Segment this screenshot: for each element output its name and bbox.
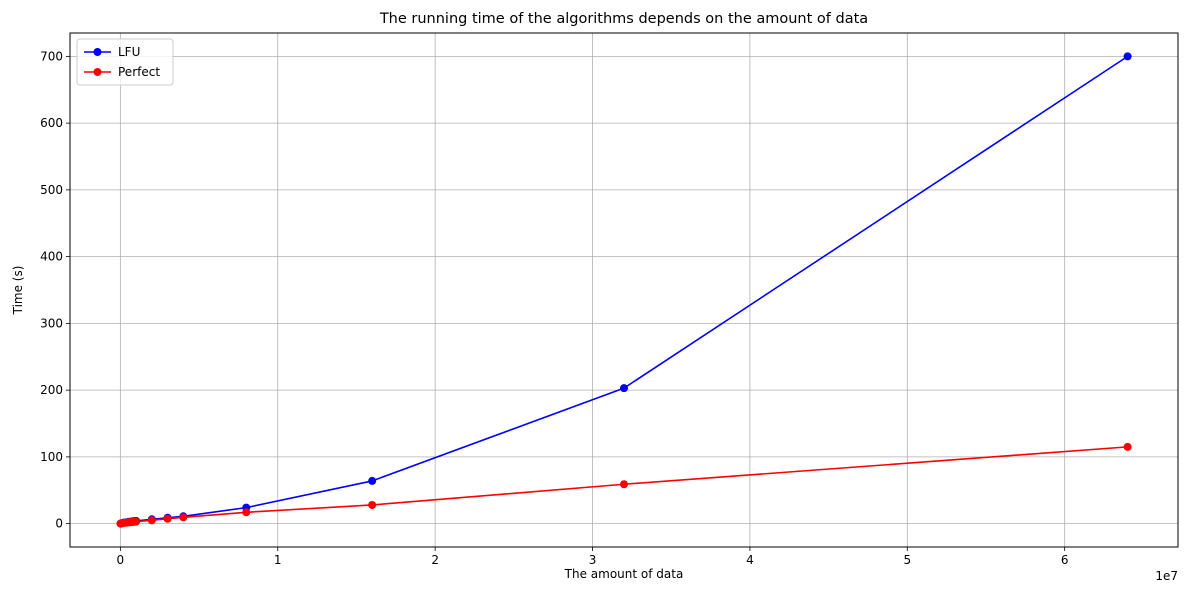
legend-label-perfect: Perfect [118, 65, 160, 79]
y-tick-label: 600 [40, 116, 63, 130]
legend-label-lfu: LFU [118, 45, 140, 59]
y-tick-label: 300 [40, 316, 63, 330]
ticks: 0 1 2 3 4 5 6 0 100 200 300 400 500 600 700 [40, 49, 1068, 567]
y-tick-label: 400 [40, 250, 63, 264]
data-point-perfect [242, 508, 251, 517]
x-tick-label: 3 [589, 553, 597, 567]
x-tick-label: 1 [274, 553, 282, 567]
x-tick-label: 5 [903, 553, 911, 567]
plot-frame [69, 32, 1179, 548]
x-tick-label: 0 [117, 553, 125, 567]
series-layer [116, 52, 1132, 528]
grid [70, 33, 1178, 547]
data-point-lfu [368, 476, 377, 485]
y-tick-label: 100 [40, 450, 63, 464]
series-line-lfu [120, 55, 1129, 525]
y-tick-label: 200 [40, 383, 63, 397]
x-axis-offset-label: 1e7 [1155, 569, 1178, 583]
data-point-lfu [620, 384, 628, 393]
x-tick-label: 4 [746, 553, 754, 567]
legend: LFU Perfect [76, 38, 174, 86]
x-axis-label: The amount of data [564, 567, 684, 581]
data-point-perfect [620, 480, 628, 489]
data-point-perfect [179, 513, 188, 522]
y-axis-label: Time (s) [11, 266, 25, 316]
legend-marker-perfect [93, 68, 102, 76]
data-point-perfect [1123, 442, 1132, 451]
data-point-perfect [368, 500, 377, 509]
x-tick-label: 2 [431, 553, 439, 567]
chart-title: The running time of the algorithms depen… [379, 11, 868, 27]
data-point-lfu [1123, 52, 1132, 61]
data-point-perfect [132, 517, 141, 526]
data-point-perfect [147, 516, 156, 525]
y-tick-label: 700 [40, 49, 63, 63]
y-tick-label: 500 [40, 183, 63, 197]
data-point-perfect [163, 514, 172, 523]
legend-marker-lfu [93, 48, 102, 56]
x-tick-label: 6 [1061, 553, 1069, 567]
y-tick-label: 0 [55, 517, 63, 531]
